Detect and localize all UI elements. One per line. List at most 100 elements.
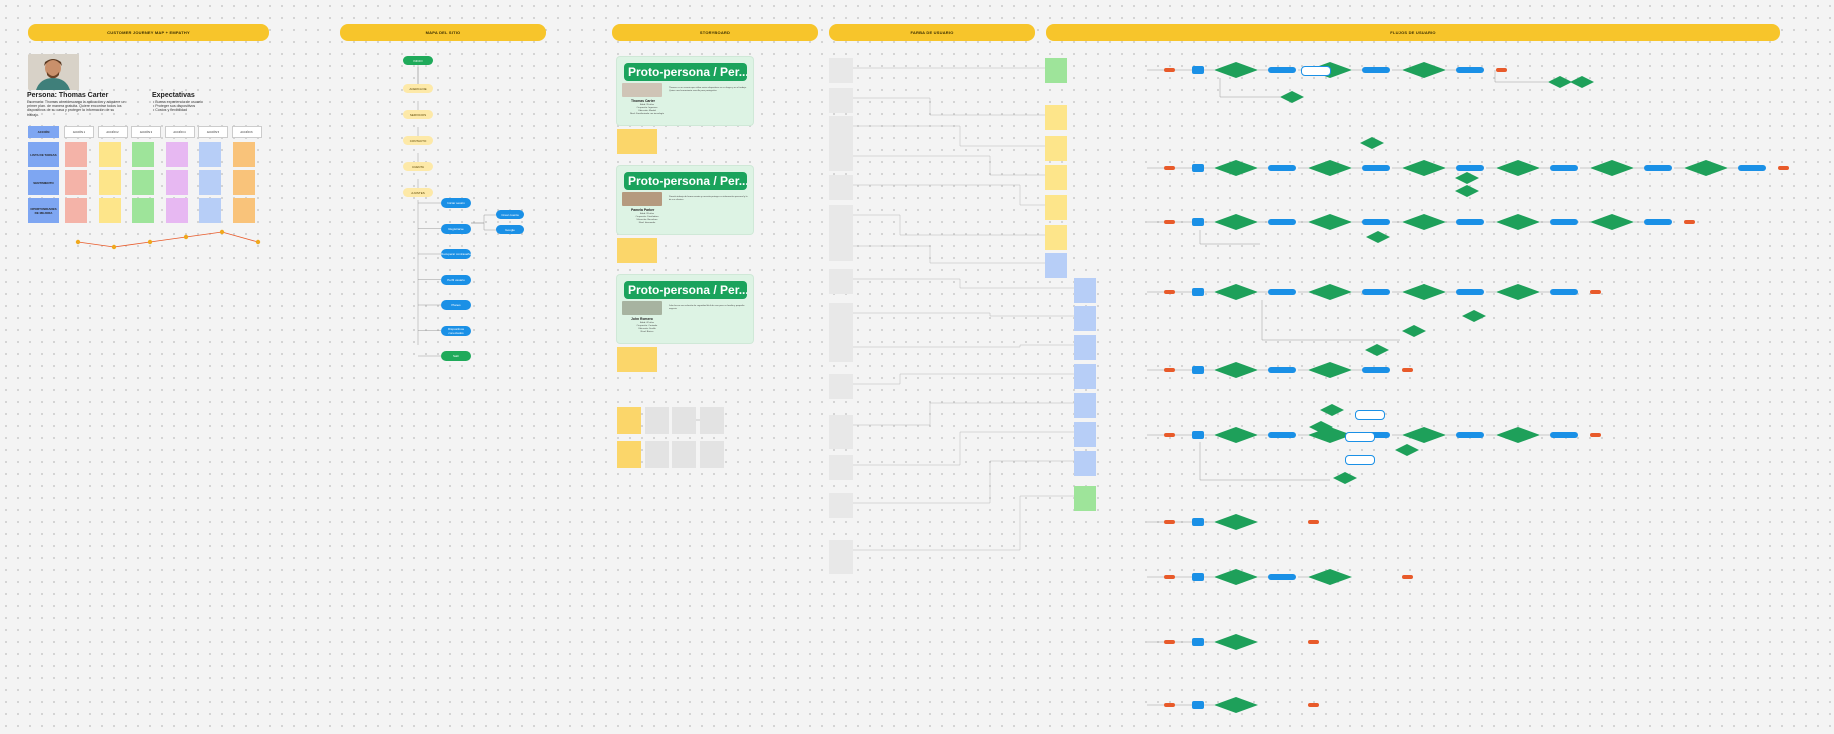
user-path-note: [829, 205, 853, 239]
flow-decision: [1402, 325, 1426, 337]
grid-row-label: OPORTUNIDADES DE MEJORA: [28, 198, 59, 223]
flow-decision: [1214, 284, 1258, 300]
journey-sticky-note: [98, 198, 121, 223]
user-path-sticky: [1045, 136, 1067, 161]
flow-start: [1164, 166, 1175, 170]
connector-line: [471, 222, 496, 231]
emotion-point: [147, 239, 153, 245]
journey-sticky-note: [132, 198, 154, 223]
persona-name: John Romero: [631, 317, 653, 321]
connector-line: [853, 97, 1045, 116]
expectation-item: • Costos y flexibilidad: [153, 108, 188, 113]
persona-detail: Nivel: Intermedio: [638, 222, 656, 224]
flow-decision: [1402, 62, 1446, 78]
flow-step: [1456, 165, 1484, 171]
sitemap-header: MAPA DEL SITIO: [340, 24, 546, 41]
flow-step: [1268, 165, 1296, 171]
flow-step: [1192, 366, 1204, 374]
flow-decision: [1570, 76, 1594, 88]
flow-step: [1362, 367, 1390, 373]
flow-start: [1164, 290, 1175, 294]
connector-line: [471, 214, 496, 224]
sitemap-branch: Planes: [441, 300, 471, 310]
storyboard-note: [617, 347, 657, 372]
journey-sticky-note: [165, 170, 188, 195]
journey-sticky-note: [98, 142, 121, 167]
flow-decision: [1308, 160, 1352, 176]
grid-corner: ACCIÓN: [28, 126, 59, 138]
flow-step: [1644, 165, 1672, 171]
persona-title: Persona: Thomas Carter: [27, 92, 109, 99]
journey-sticky-note: [165, 142, 188, 167]
storyboard-frame: [672, 407, 696, 434]
flow-step: [1550, 165, 1578, 171]
expectation-item: • Proteger sus dispositivos: [153, 104, 196, 109]
connector-line: [853, 184, 1045, 206]
user-path-note: [829, 88, 853, 113]
flow-decision: [1590, 214, 1634, 230]
flow-decision: [1496, 427, 1540, 443]
flow-step: [1192, 701, 1204, 709]
flow-end: [1496, 68, 1507, 72]
persona-detail: Edad: 42 años: [639, 322, 655, 324]
flow-end: [1778, 166, 1789, 170]
persona-photo: [622, 83, 662, 97]
user-path-note: [829, 146, 853, 171]
journey-sticky-note: [199, 142, 221, 167]
journey-sticky-note: [199, 170, 221, 195]
connector-line: [1199, 230, 1260, 245]
persona-story: Pamela trabaja de forma remota y necesit…: [669, 196, 748, 201]
grid-stage-header: ACCIÓN 6: [231, 126, 262, 138]
flow-step: [1456, 219, 1484, 225]
connector-line: [853, 373, 1074, 385]
sitemap-branch: Salir: [441, 351, 471, 361]
connector-line: [853, 155, 1045, 176]
flow-step: [1192, 518, 1204, 526]
flow-step: [1192, 573, 1204, 581]
flow-decision: [1214, 362, 1258, 378]
user-path-sticky: [1045, 105, 1067, 130]
grid-stage-header: ACCIÓN 5: [198, 126, 228, 138]
user-path-note: [829, 337, 853, 362]
journey-sticky-note: [65, 142, 87, 167]
persona-detail: Ubicación: Sevilla: [638, 328, 656, 330]
flow-decision: [1309, 421, 1333, 433]
persona-detail: Edad: 28 años: [639, 213, 655, 215]
user-path-note: [829, 175, 853, 200]
persona-detail: Ocupación: Ingeniero: [636, 107, 658, 109]
storyboard-frame: [645, 441, 669, 468]
user-path-note: [829, 493, 853, 518]
user-path-sticky: [1045, 165, 1067, 190]
persona-detail: Edad: 35 años: [639, 104, 655, 106]
flow-start: [1164, 220, 1175, 224]
user-path-sticky: [1045, 195, 1067, 220]
flow-step: [1362, 219, 1390, 225]
flow-step: [1456, 432, 1484, 438]
sitemap-node: ACERCA DE: [403, 84, 433, 93]
connector-line: [853, 402, 1074, 426]
flow-step: [1456, 289, 1484, 295]
flow-step: [1192, 288, 1204, 296]
flow-decision: [1496, 284, 1540, 300]
user-path-note: [829, 269, 853, 294]
storyboard-frame: [617, 441, 641, 468]
journey-map-header: CUSTOMER JOURNEY MAP + EMPATHY: [28, 24, 269, 41]
connector-line: [853, 431, 1074, 466]
persona-detail: Ubicación: Barcelona: [636, 219, 658, 221]
flow-start: [1164, 640, 1175, 644]
flow-decision: [1496, 160, 1540, 176]
flow-decision: [1280, 91, 1304, 103]
flow-step: [1362, 289, 1390, 295]
flow-end: [1308, 520, 1319, 524]
flow-decision: [1214, 634, 1258, 650]
persona-detail: Ubicación: Madrid: [638, 110, 656, 112]
flow-decision: [1320, 404, 1344, 416]
connector-line: [853, 312, 1074, 317]
journey-sticky-note: [65, 198, 87, 223]
user-path-sticky: [1045, 225, 1067, 250]
user-path-sticky: [1074, 278, 1096, 303]
flow-step: [1644, 219, 1672, 225]
persona-name: Pamela Parker: [631, 208, 655, 212]
persona-photo: [622, 192, 662, 206]
flow-decision: [1548, 76, 1572, 88]
